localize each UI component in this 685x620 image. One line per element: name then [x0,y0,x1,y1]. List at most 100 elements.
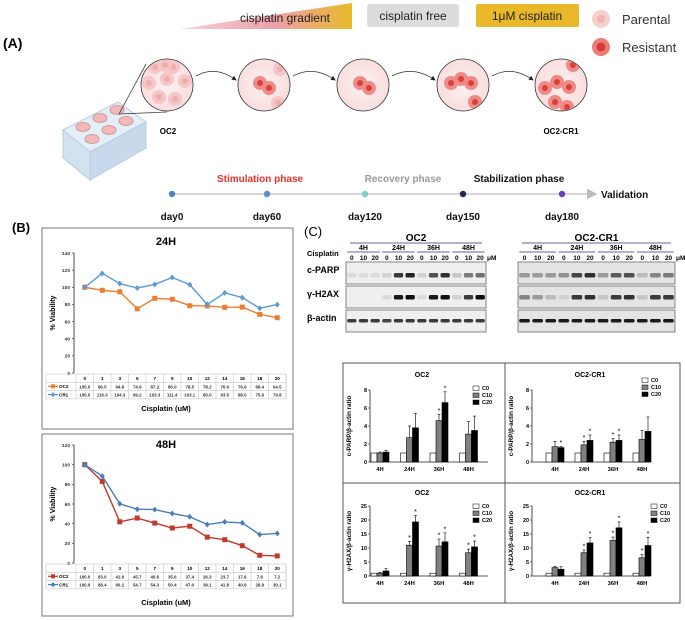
table-cell: 39.1 [203,583,212,588]
phase-stabilization: Stabilization phase [474,174,565,185]
dose-label: 0 [350,255,354,262]
blot-strip-1 [345,285,487,309]
table-cell: 45.7 [133,574,142,579]
timepoint-label: 4H [533,245,542,252]
x-tick-label: 36H [434,581,445,587]
protein-band [417,273,427,278]
table-cell: 104.3 [114,393,126,398]
table-cell: 83.0 [98,574,107,579]
y-tick-label: 40 [65,337,71,343]
protein-band [650,273,661,278]
x-tick-label: 48H [463,467,474,473]
x-axis-label: Cisplatin (uM) [141,598,191,607]
bar-c10 [580,444,588,463]
banner-gradient-label: cisplatin gradient [240,11,331,25]
protein-band [405,295,415,300]
x-tick-label: 9 [171,376,174,381]
x-tick-label: 20 [275,376,281,381]
bar-chart-2: OC2 0 2 4 6 8 c-PARP/β-actin ratio 4H 24H 36H * * 48… [346,372,492,473]
table-cell: 78.5 [185,384,194,389]
data-point-cr1 [169,510,175,517]
y-tick-label: 4 [526,424,530,430]
protein-band [623,295,635,300]
significance-marker: * [414,509,417,516]
x-tick-label: 36H [608,581,619,587]
legend-resistant: Resistant [592,38,677,56]
protein-band [558,319,570,323]
bar-c0 [632,572,640,577]
table-cell: 54.7 [133,583,142,588]
significance-marker: * [618,429,621,436]
table-cell: 7.8 [257,574,264,579]
protein-band [545,273,557,278]
legend-marker [51,574,55,579]
significance-marker: * [444,385,447,392]
dose-label: 10 [652,255,660,262]
day-label: day120 [348,212,382,223]
legend-resistant-label: Resistant [622,40,677,55]
table-cell: 75.6 [255,393,264,398]
protein-band [428,273,439,278]
data-point-cr1 [117,280,123,287]
y-tick-label: 80 [65,302,71,308]
significance-marker: * [618,515,621,522]
cell-nucleus [366,85,372,91]
bar-c0 [545,452,553,463]
bar-c10 [406,437,413,463]
dose-label: 20 [442,255,450,262]
timepoint-label: 24H [392,245,405,252]
y-tick-label: 0 [526,574,529,580]
protein-band [610,273,622,278]
legend-label: CR1 [59,392,69,397]
dose-label: 20 [477,255,485,262]
table-cell: 88.4 [98,583,107,588]
protein-band [475,295,485,300]
legend-label: C10 [651,385,661,391]
bar-c10 [376,572,384,577]
dose-label: 10 [465,255,473,262]
x-tick-label: 1 [101,376,104,381]
panel-a-label: (A) [3,35,22,51]
protein-band [545,295,557,300]
protein-band [519,319,530,323]
cell-nucleus [172,96,178,102]
x-tick-label: 5 [136,566,139,571]
protein-band [519,273,530,278]
panel-c: (C) c-PARP γ-H2AX β-actin Cisplatin OC2 4H 0 10… [304,224,685,604]
bar-c0 [574,452,582,463]
table-cell: 17.6 [238,574,247,579]
data-point-cr1 [187,513,193,520]
chart-title: OC2 [415,372,430,379]
bar-c20 [382,451,390,463]
protein-band [532,273,543,278]
bar-c0 [370,572,378,577]
table-cell: 41.9 [115,574,124,579]
significance-marker: * [560,440,563,447]
bar-c0 [603,452,611,463]
table-cell: 99.2 [133,393,142,398]
table-cell: 100.0 [79,384,91,389]
x-tick-label: 9 [171,566,174,571]
dose-label: 10 [430,255,438,262]
protein-band [452,295,462,300]
table-cell: 35.6 [168,574,177,579]
dose-label: 10 [573,255,581,262]
timeline-dot [558,190,566,198]
culture-plate-icon [62,63,168,182]
data-point-cr1 [204,521,210,528]
y-axis-label: γ-H2AX/β-actin ratio [346,511,353,571]
legend-label: C0 [660,504,667,510]
progression-arrow-icon [391,71,436,81]
dose-label: 20 [547,255,555,262]
data-point-oc2 [117,289,123,295]
cell-nucleus [182,78,188,84]
bar-c0 [459,572,466,577]
bar-c20 [586,440,594,463]
bar-c0 [574,572,582,577]
y-axis-label: % Viability [50,486,57,521]
protein-band [545,319,557,323]
table-cell: 79.8 [273,393,282,398]
protein-band [558,295,570,300]
data-point-oc2 [222,537,228,543]
